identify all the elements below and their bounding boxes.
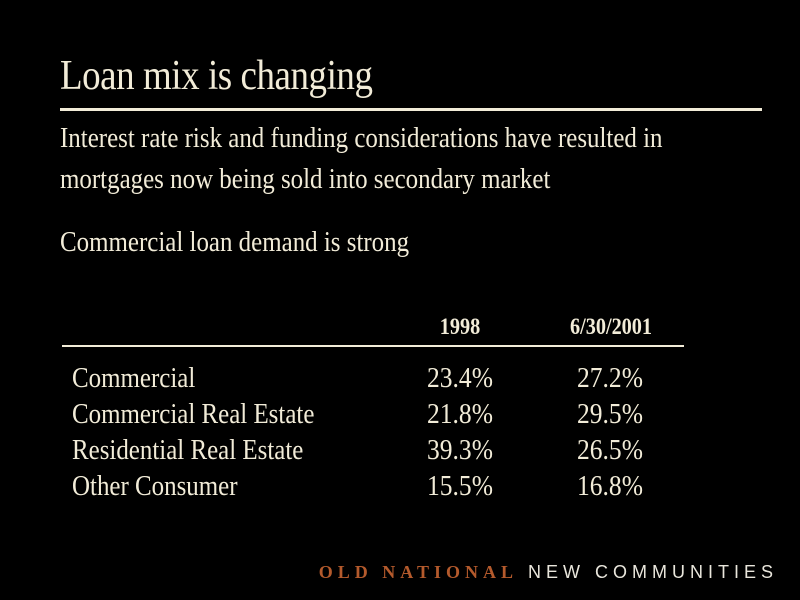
bullet-line-2: mortgages now being sold into secondary … [60, 163, 551, 195]
table-row: Commercial Real Estate 21.8% 29.5% [0, 398, 800, 434]
brand-tagline: OLD NATIONAL NEW COMMUNITIES [319, 562, 778, 583]
value-2001: 27.2% [577, 362, 643, 394]
brand-old-national: OLD NATIONAL [318, 562, 518, 582]
slide-title: Loan mix is changing [60, 53, 373, 99]
table-row: Residential Real Estate 39.3% 26.5% [0, 434, 800, 470]
value-1998: 15.5% [427, 470, 493, 502]
table-row: Other Consumer 15.5% 16.8% [0, 470, 800, 506]
row-label: Commercial [72, 362, 196, 394]
row-label: Residential Real Estate [72, 434, 304, 466]
bullet-interest-rate: Interest rate risk and funding considera… [60, 118, 663, 200]
value-2001: 29.5% [577, 398, 643, 430]
column-header-1998: 1998 [439, 314, 481, 339]
value-1998: 21.8% [427, 398, 493, 430]
row-label: Commercial Real Estate [72, 398, 315, 430]
table-header-divider [62, 345, 684, 347]
table-row: Commercial 23.4% 27.2% [0, 362, 800, 398]
brand-new-communities: NEW COMMUNITIES [528, 562, 778, 582]
value-1998: 39.3% [427, 434, 493, 466]
bullet-commercial-demand: Commercial loan demand is strong [60, 226, 410, 258]
value-1998: 23.4% [427, 362, 493, 394]
value-2001: 16.8% [577, 470, 643, 502]
title-divider [60, 108, 762, 111]
value-2001: 26.5% [577, 434, 643, 466]
bullet-line-1: Interest rate risk and funding considera… [60, 122, 663, 154]
row-label: Other Consumer [72, 470, 238, 502]
column-header-2001: 6/30/2001 [569, 314, 653, 339]
